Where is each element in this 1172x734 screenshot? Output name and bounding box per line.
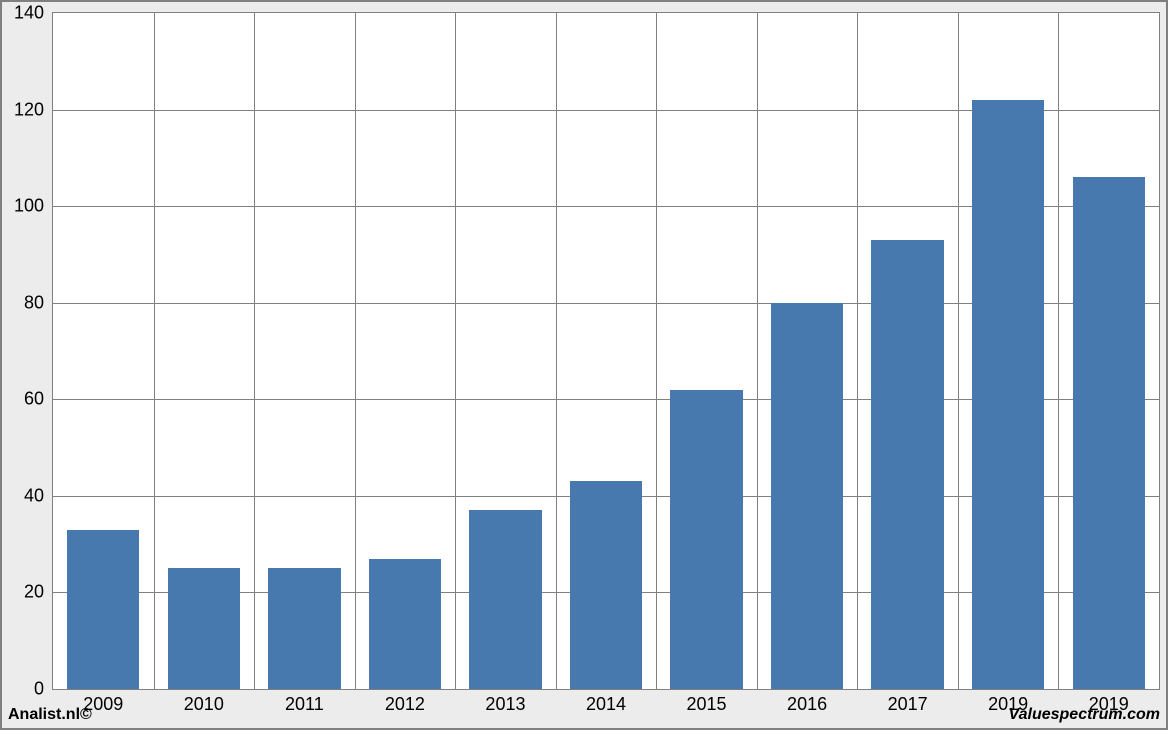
y-tick-label: 20 <box>2 582 44 603</box>
bar <box>369 559 441 689</box>
bar <box>570 481 642 689</box>
x-tick-label: 2011 <box>285 694 324 715</box>
gridline-v <box>355 13 356 689</box>
gridline-v <box>1058 13 1059 689</box>
gridline-v <box>254 13 255 689</box>
y-tick-label: 140 <box>2 3 44 24</box>
gridline-v <box>556 13 557 689</box>
bar <box>871 240 943 689</box>
plot-area <box>52 12 1160 690</box>
x-tick-label: 2013 <box>485 694 525 715</box>
y-tick-label: 100 <box>2 196 44 217</box>
gridline-v <box>154 13 155 689</box>
bar <box>268 568 340 689</box>
gridline-v <box>958 13 959 689</box>
bar <box>771 303 843 689</box>
x-tick-label: 2019 <box>988 694 1028 715</box>
x-tick-label: 2010 <box>184 694 224 715</box>
x-tick-label: 2017 <box>888 694 928 715</box>
gridline-v <box>455 13 456 689</box>
x-tick-label: 2015 <box>687 694 727 715</box>
gridline-v <box>857 13 858 689</box>
y-tick-label: 40 <box>2 485 44 506</box>
x-tick-label: 2009 <box>83 694 123 715</box>
x-tick-label: 2019 <box>1089 694 1129 715</box>
y-tick-label: 120 <box>2 99 44 120</box>
y-tick-label: 80 <box>2 292 44 313</box>
y-tick-label: 0 <box>2 679 44 700</box>
x-tick-label: 2014 <box>586 694 626 715</box>
chart-outer: Analist.nl© Valuespectrum.com 0 20 40 60 80 1… <box>0 0 1168 730</box>
x-tick-label: 2012 <box>385 694 425 715</box>
gridline-v <box>656 13 657 689</box>
y-tick-label: 60 <box>2 389 44 410</box>
bar <box>670 390 742 689</box>
bar <box>67 530 139 689</box>
bar <box>972 100 1044 689</box>
x-tick-label: 2016 <box>787 694 827 715</box>
credit-left: Analist.nl© <box>8 706 92 724</box>
gridline-v <box>757 13 758 689</box>
credit-right: Valuespectrum.com <box>1009 706 1160 724</box>
bar <box>1073 177 1145 689</box>
bar <box>168 568 240 689</box>
bar <box>469 510 541 689</box>
